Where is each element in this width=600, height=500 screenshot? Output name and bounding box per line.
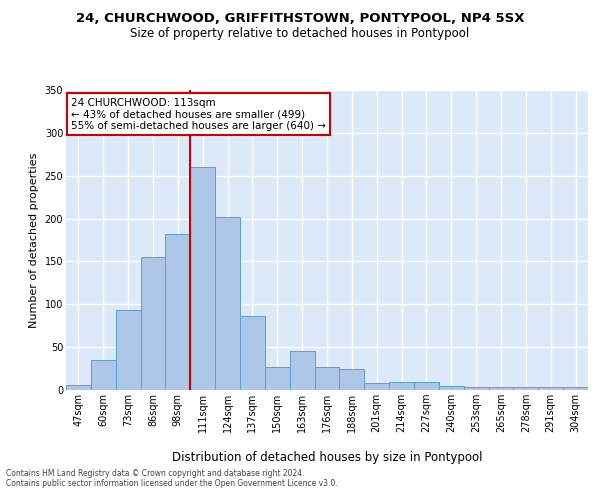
Y-axis label: Number of detached properties: Number of detached properties bbox=[29, 152, 39, 328]
Bar bbox=[240, 316, 265, 390]
Text: 24 CHURCHWOOD: 113sqm
← 43% of detached houses are smaller (499)
55% of semi-det: 24 CHURCHWOOD: 113sqm ← 43% of detached … bbox=[71, 98, 326, 130]
Bar bbox=[389, 382, 414, 390]
Bar bbox=[116, 310, 140, 390]
Bar bbox=[91, 360, 116, 390]
Bar bbox=[290, 352, 314, 390]
Bar bbox=[314, 367, 340, 390]
Bar bbox=[215, 217, 240, 390]
Text: Contains public sector information licensed under the Open Government Licence v3: Contains public sector information licen… bbox=[6, 478, 338, 488]
Bar bbox=[340, 370, 364, 390]
Text: Contains HM Land Registry data © Crown copyright and database right 2024.: Contains HM Land Registry data © Crown c… bbox=[6, 468, 305, 477]
Bar bbox=[464, 388, 488, 390]
Bar bbox=[190, 167, 215, 390]
Text: Distribution of detached houses by size in Pontypool: Distribution of detached houses by size … bbox=[172, 451, 482, 464]
Bar bbox=[514, 386, 538, 390]
Text: 24, CHURCHWOOD, GRIFFITHSTOWN, PONTYPOOL, NP4 5SX: 24, CHURCHWOOD, GRIFFITHSTOWN, PONTYPOOL… bbox=[76, 12, 524, 26]
Bar bbox=[538, 388, 563, 390]
Bar bbox=[439, 386, 464, 390]
Bar bbox=[563, 388, 588, 390]
Bar bbox=[414, 382, 439, 390]
Bar bbox=[364, 383, 389, 390]
Bar bbox=[66, 385, 91, 390]
Bar bbox=[140, 257, 166, 390]
Bar bbox=[166, 234, 190, 390]
Bar bbox=[488, 386, 514, 390]
Bar bbox=[265, 367, 290, 390]
Text: Size of property relative to detached houses in Pontypool: Size of property relative to detached ho… bbox=[130, 28, 470, 40]
